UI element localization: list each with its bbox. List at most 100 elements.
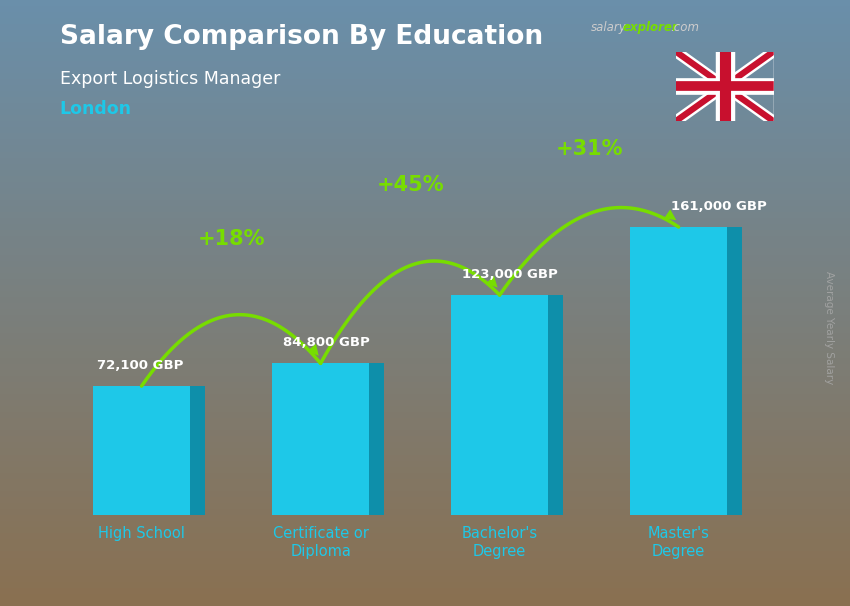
Bar	[0, 85, 850, 91]
Bar	[0, 400, 850, 406]
Bar	[272, 364, 369, 515]
Bar	[0, 315, 850, 321]
Text: 123,000 GBP: 123,000 GBP	[462, 268, 558, 281]
Bar	[0, 242, 850, 248]
Bar	[0, 12, 850, 18]
Bar	[0, 218, 850, 224]
Bar	[0, 594, 850, 600]
Bar	[0, 430, 850, 436]
Bar	[0, 588, 850, 594]
Bar	[0, 473, 850, 479]
Bar	[0, 48, 850, 55]
Bar	[0, 576, 850, 582]
Bar	[0, 109, 850, 115]
Bar	[0, 412, 850, 418]
Text: Salary Comparison By Education: Salary Comparison By Education	[60, 24, 542, 50]
Bar	[0, 533, 850, 539]
Bar	[0, 36, 850, 42]
Bar	[0, 194, 850, 200]
Bar	[0, 539, 850, 545]
Bar	[0, 364, 850, 370]
Bar	[0, 448, 850, 454]
Bar	[0, 188, 850, 194]
Bar	[0, 121, 850, 127]
Bar	[0, 158, 850, 164]
Bar	[0, 467, 850, 473]
Bar	[0, 527, 850, 533]
Text: Average Yearly Salary: Average Yearly Salary	[824, 271, 834, 384]
Bar	[0, 291, 850, 297]
Bar	[0, 182, 850, 188]
Bar	[0, 67, 850, 73]
Bar	[0, 42, 850, 48]
Bar	[0, 491, 850, 497]
Bar	[0, 351, 850, 358]
Bar	[0, 115, 850, 121]
Bar	[0, 18, 850, 24]
Text: +18%: +18%	[197, 228, 265, 248]
Bar	[0, 509, 850, 515]
Text: .com: .com	[671, 21, 700, 34]
Bar	[0, 103, 850, 109]
Bar	[0, 339, 850, 345]
Bar	[0, 164, 850, 170]
Bar	[0, 145, 850, 152]
Polygon shape	[369, 364, 384, 515]
Bar	[0, 582, 850, 588]
Bar	[0, 230, 850, 236]
Bar	[0, 424, 850, 430]
Bar	[0, 79, 850, 85]
Polygon shape	[190, 386, 205, 515]
Polygon shape	[727, 227, 742, 515]
Bar	[0, 376, 850, 382]
Bar	[451, 295, 548, 515]
Bar	[0, 327, 850, 333]
Bar	[0, 382, 850, 388]
Bar	[0, 6, 850, 12]
Bar	[0, 442, 850, 448]
Bar	[0, 515, 850, 521]
Bar	[0, 255, 850, 261]
Bar	[0, 279, 850, 285]
Text: 72,100 GBP: 72,100 GBP	[97, 359, 183, 372]
Text: 161,000 GBP: 161,000 GBP	[672, 200, 767, 213]
Bar	[0, 297, 850, 303]
Bar	[0, 261, 850, 267]
Bar	[0, 454, 850, 461]
Bar	[0, 212, 850, 218]
Bar	[0, 24, 850, 30]
Text: +45%: +45%	[377, 175, 444, 195]
Bar	[0, 55, 850, 61]
Bar	[0, 558, 850, 564]
Bar	[0, 551, 850, 558]
Bar	[0, 388, 850, 394]
Bar	[0, 206, 850, 212]
Polygon shape	[548, 295, 563, 515]
Bar	[0, 333, 850, 339]
Bar	[0, 358, 850, 364]
Bar	[0, 321, 850, 327]
Bar	[0, 200, 850, 206]
Text: +31%: +31%	[555, 139, 623, 159]
Bar	[0, 497, 850, 503]
Bar	[0, 406, 850, 412]
Bar	[0, 224, 850, 230]
Bar	[0, 345, 850, 351]
Bar	[0, 545, 850, 551]
Bar	[0, 61, 850, 67]
Bar	[0, 97, 850, 103]
Bar	[0, 418, 850, 424]
Bar	[0, 170, 850, 176]
Bar	[0, 436, 850, 442]
Bar	[0, 139, 850, 145]
Bar	[0, 570, 850, 576]
Bar	[0, 394, 850, 400]
Bar	[0, 479, 850, 485]
Bar	[0, 267, 850, 273]
Bar	[0, 503, 850, 509]
Bar	[0, 485, 850, 491]
Bar	[0, 600, 850, 606]
Bar	[0, 564, 850, 570]
Bar	[0, 521, 850, 527]
Bar	[0, 248, 850, 255]
